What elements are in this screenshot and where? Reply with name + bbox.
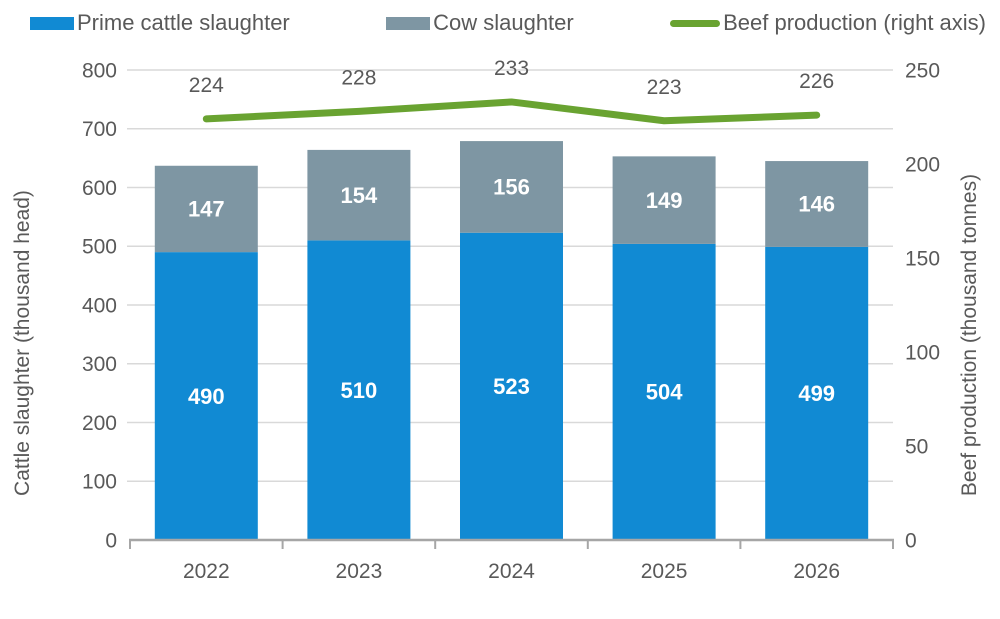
- bar-segment-prime-2022: [154, 252, 258, 540]
- legend-item-prime-cattle-slaughter: Prime cattle slaughter: [30, 10, 290, 36]
- right-axis-tick-label: 200: [905, 153, 940, 176]
- left-axis-tick-label: 700: [82, 118, 117, 141]
- left-axis-tick-label: 100: [82, 471, 117, 494]
- left-axis-tick-label: 500: [82, 236, 117, 259]
- left-axis-tick-label: 800: [82, 59, 117, 82]
- bar-segment-cow-2024: [460, 141, 563, 233]
- right-axis-tick-label: 250: [905, 59, 940, 82]
- line-value-label: 233: [494, 57, 529, 80]
- legend-item-beef-production: Beef production (right axis): [670, 10, 986, 36]
- bar-value-label: 154: [341, 183, 378, 208]
- bar-value-label: 147: [188, 197, 225, 222]
- bar-value-label: 504: [646, 380, 683, 405]
- legend-item-cow-slaughter: Cow slaughter: [386, 10, 574, 36]
- left-axis-tick-label: 400: [82, 294, 117, 317]
- right-axis-tick-label: 150: [905, 247, 940, 270]
- bar-segment-prime-2024: [460, 232, 563, 541]
- x-axis-category-label: 2024: [488, 560, 535, 583]
- bar-segment-cow-2026: [765, 161, 869, 247]
- left-axis-tick-label: 0: [105, 529, 117, 552]
- bar-value-label: 510: [341, 378, 378, 403]
- right-axis-tick-label: 0: [905, 529, 917, 552]
- bar-segment-cow-2022: [154, 165, 258, 253]
- x-axis-category-label: 2023: [336, 560, 383, 583]
- bar-segment-cow-2023: [307, 149, 411, 241]
- bar-value-label: 146: [798, 192, 835, 217]
- left-axis-title: Cattle slaughter (thousand head): [11, 190, 34, 496]
- line-value-label: 226: [799, 70, 834, 93]
- legend-label-beef-production: Beef production (right axis): [723, 10, 986, 35]
- legend-label-prime-cattle: Prime cattle slaughter: [77, 10, 290, 35]
- legend: Prime cattle slaughter Cow slaughter Bee…: [0, 10, 1000, 36]
- bar-value-label: 499: [798, 381, 835, 406]
- bar-segment-cow-2025: [612, 156, 716, 244]
- cow-slaughter-swatch-icon: [386, 16, 431, 30]
- beef-production-line: [202, 98, 821, 125]
- bar-value-label: 523: [493, 374, 530, 399]
- x-axis-category-label: 2026: [793, 560, 840, 583]
- right-axis-title: Beef production (thousand tonnes): [958, 174, 981, 496]
- prime-cattle-swatch-icon: [30, 16, 74, 30]
- right-axis-tick-label: 50: [905, 435, 928, 458]
- bar-value-label: 149: [646, 188, 683, 213]
- x-axis-category-label: 2022: [183, 560, 230, 583]
- bar-value-label: 490: [188, 384, 225, 409]
- x-axis-category-label: 2025: [641, 560, 688, 583]
- bar-segment-prime-2026: [765, 246, 869, 540]
- left-axis-tick-label: 300: [82, 353, 117, 376]
- line-value-label: 228: [341, 66, 376, 89]
- line-value-label: 223: [647, 76, 682, 99]
- line-value-label: 224: [189, 74, 224, 97]
- bar-segment-prime-2023: [307, 240, 411, 540]
- legend-label-cow-slaughter: Cow slaughter: [433, 10, 574, 35]
- beef-production-line-swatch-icon: [670, 19, 721, 27]
- left-axis-tick-label: 600: [82, 177, 117, 200]
- bar-segment-prime-2025: [612, 243, 716, 540]
- right-axis-tick-label: 100: [905, 341, 940, 364]
- bar-value-label: 156: [493, 175, 530, 200]
- left-axis-tick-label: 200: [82, 412, 117, 435]
